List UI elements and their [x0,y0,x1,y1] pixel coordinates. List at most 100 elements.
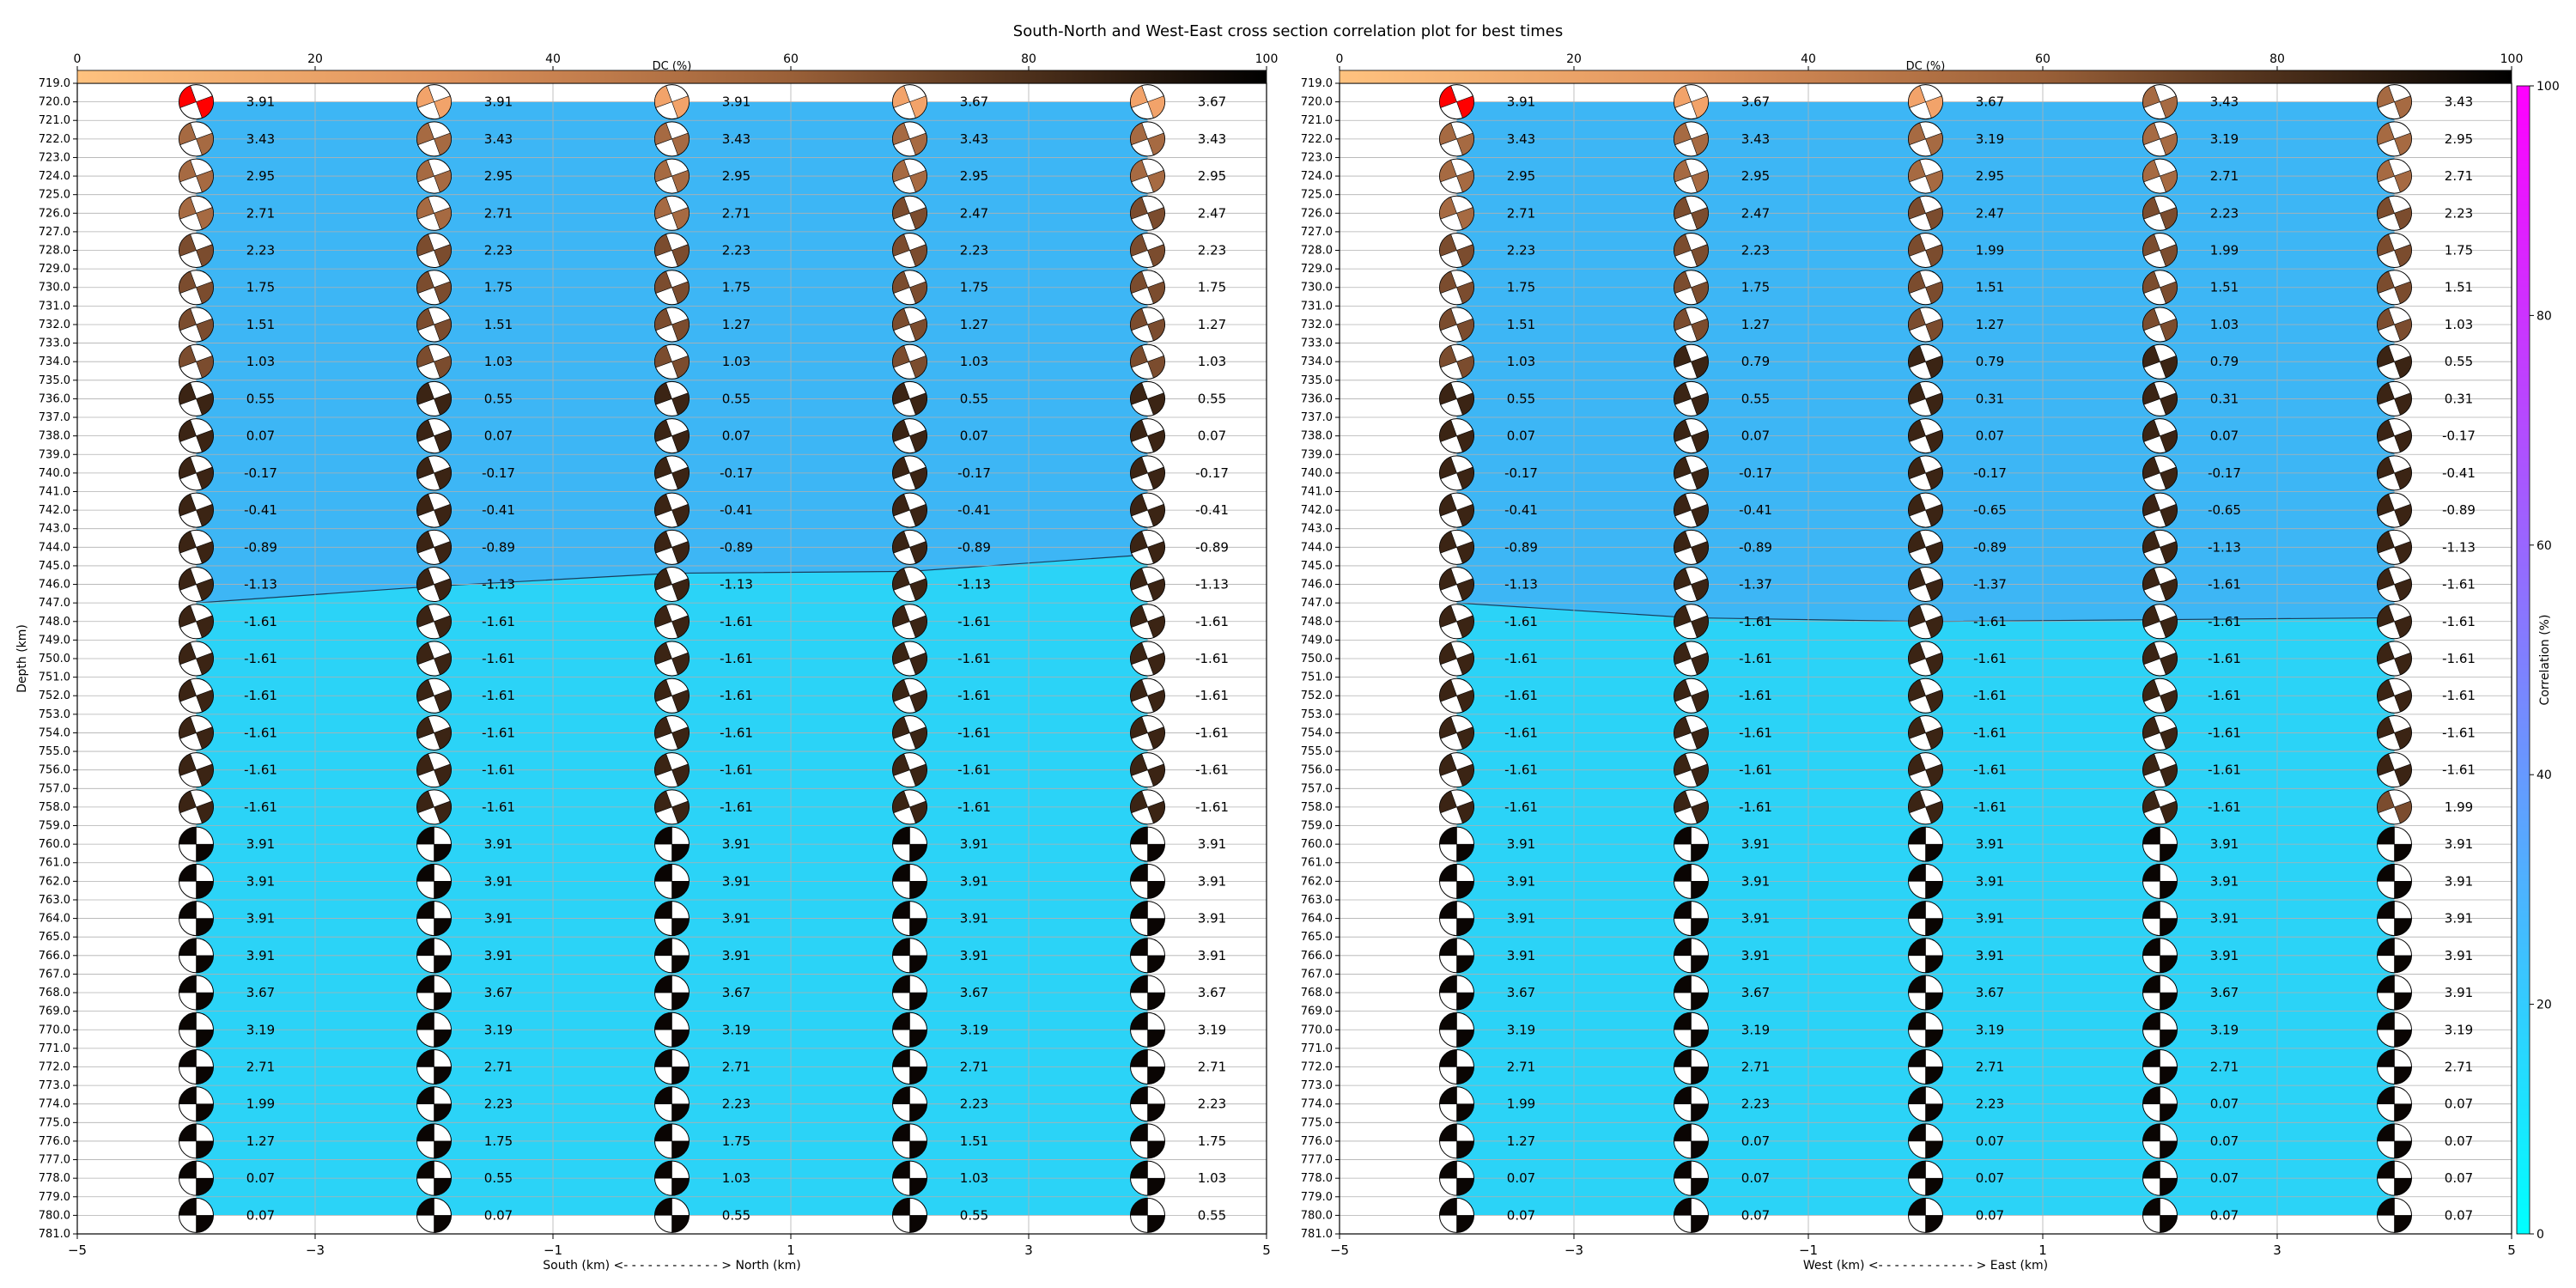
beachball [1674,158,1709,194]
beachball [1674,1048,1709,1084]
y-tick-label: 728.0 [1301,245,1333,258]
beachball [2142,789,2178,825]
value-label: -0.41 [244,502,277,518]
value-label: -0.17 [1504,465,1538,481]
beachball [2377,418,2412,454]
y-tick-label: 730.0 [39,282,70,295]
beachball [1130,1160,1165,1196]
value-label: -1.61 [244,799,277,815]
y-tick-label: 745.0 [39,560,70,573]
y-tick-label: 763.0 [1301,894,1333,907]
beachball [892,714,927,750]
beachball [2377,641,2412,677]
beachball [892,567,927,603]
beachball [2377,529,2412,565]
value-label: 2.23 [960,1097,988,1112]
y-tick-label: 733.0 [1301,337,1333,350]
y-tick-label: 723.0 [1301,151,1333,164]
y-tick-label: 744.0 [1301,541,1333,554]
corr-tick-label: 20 [2537,999,2552,1012]
value-label: 1.27 [1198,317,1226,332]
value-label: -1.61 [1739,614,1772,629]
value-label: 2.23 [1198,243,1226,258]
value-label: -1.61 [2208,725,2241,740]
y-tick-label: 734.0 [1301,355,1333,368]
beachball [1908,195,1943,231]
y-tick-label: 766.0 [39,950,70,963]
value-label: -0.89 [1504,539,1538,555]
beachball [179,1123,214,1159]
y-tick-label: 777.0 [1301,1154,1333,1167]
value-label: 2.23 [484,243,513,258]
beachball [1439,455,1474,491]
value-label: 0.07 [1741,428,1770,444]
y-tick-label: 756.0 [39,764,70,777]
corr-tick-label: 0 [2537,1228,2544,1242]
y-tick-label: 766.0 [1301,950,1333,963]
value-label: -0.65 [2208,502,2241,518]
value-label: 0.55 [722,391,750,406]
value-label: -1.61 [720,651,753,666]
y-tick-label: 769.0 [1301,1005,1333,1018]
value-label: 3.91 [1976,948,2004,963]
beachball [2377,1048,2412,1084]
value-label: 1.99 [1507,1097,1535,1112]
beachball [654,1048,690,1084]
value-label: -1.61 [957,725,991,740]
value-label: 1.75 [1507,280,1535,295]
value-label: 0.07 [1741,1170,1770,1186]
value-label: 2.47 [1976,205,2004,221]
y-tick-label: 772.0 [39,1060,70,1073]
beachball [654,567,690,603]
beachball [1674,455,1709,491]
value-label: 0.07 [1507,1170,1535,1186]
y-tick-label: 763.0 [39,894,70,907]
value-label: -1.13 [244,577,277,592]
y-tick-label: 761.0 [1301,857,1333,870]
beachball [179,863,214,899]
beachball [654,529,690,565]
beachball [1130,529,1165,565]
value-label: 3.91 [1507,94,1535,110]
beachball [1130,975,1165,1011]
value-label: -1.61 [2442,725,2476,740]
value-label: -0.17 [482,465,515,481]
beachball [2142,307,2178,343]
beachball [2142,233,2178,269]
value-label: 2.47 [1198,205,1226,221]
value-label: -1.61 [957,651,991,666]
dc-tick-label: 100 [2500,52,2524,66]
beachball [1130,343,1165,380]
value-label: -0.41 [1739,502,1772,518]
value-label: 3.91 [2210,948,2239,963]
beachball [179,1160,214,1196]
value-label: -0.89 [482,539,515,555]
beachball [2377,1086,2412,1122]
beachball [654,826,690,862]
beachball [892,901,927,937]
beachball [1130,492,1165,528]
value-label: 0.55 [1198,1207,1226,1223]
panel-2: 3.91 3.43 2.95 2.71 2.23 1.75 1.51 1.03 0.55 0.07… [1301,52,2524,1273]
value-label: 1.75 [484,280,513,295]
beachball [1908,901,1943,937]
value-label: 0.07 [246,1207,275,1223]
beachball [1439,789,1474,825]
value-label: 3.19 [1741,1022,1770,1037]
value-label: 0.07 [2210,428,2239,444]
value-label: -0.89 [957,539,991,555]
value-label: 3.91 [1198,911,1226,927]
y-tick-label: 733.0 [39,337,70,350]
beachball [1908,121,1943,157]
x-tick-label: 1 [2038,1242,2047,1258]
beachball [416,270,452,306]
beachball [1439,84,1474,120]
beachball [179,233,214,269]
value-label: 3.91 [722,836,750,852]
value-label: -0.89 [1973,539,2007,555]
dc-tick-label: 80 [1021,52,1036,66]
beachball [179,1012,214,1048]
beachball [1130,641,1165,677]
beachball [892,492,927,528]
value-label: -1.61 [1504,762,1538,778]
